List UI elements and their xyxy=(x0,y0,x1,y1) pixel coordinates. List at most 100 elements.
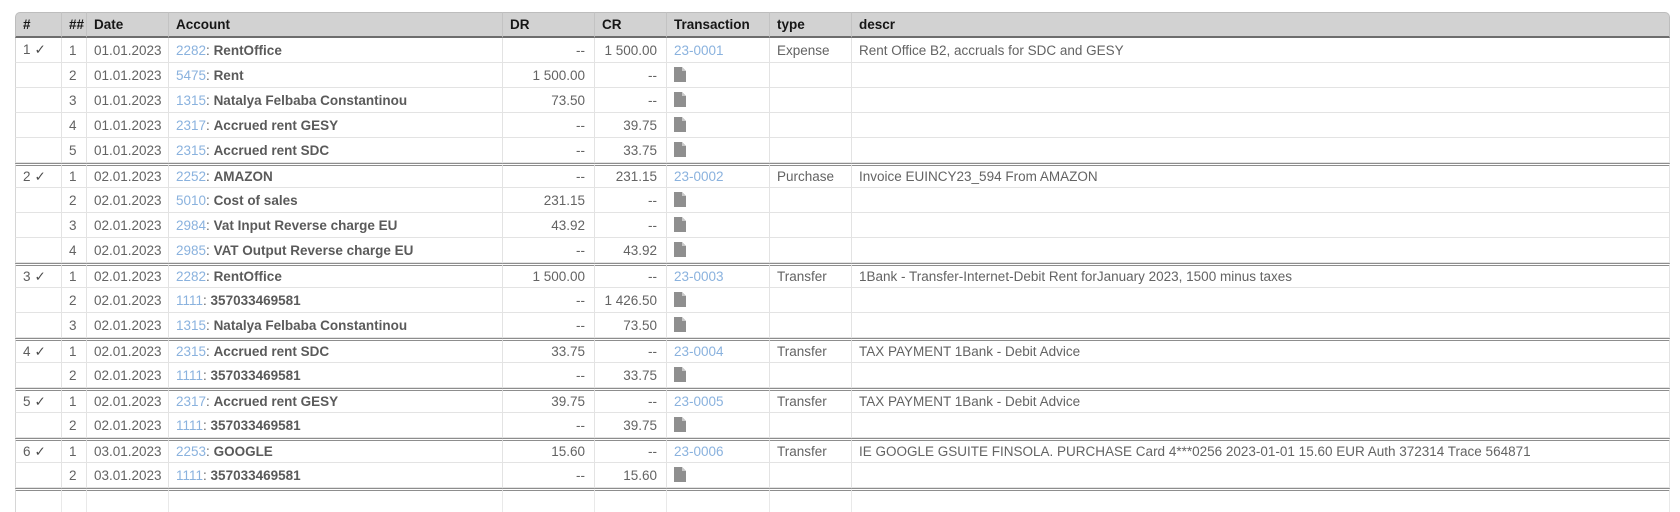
document-icon[interactable] xyxy=(674,242,686,258)
entry-number: 3 xyxy=(23,268,31,284)
transaction-cell xyxy=(667,238,770,263)
cr-cell: 1 500.00 xyxy=(595,38,667,63)
document-icon[interactable] xyxy=(674,92,686,108)
col-header-line: ## xyxy=(62,12,87,38)
journal-row: 2 ✓ 1 02.01.2023 2252: AMAZON -- 231.15 23-0002… xyxy=(15,163,1670,188)
account-number-link[interactable]: 2282 xyxy=(176,42,207,58)
account-number-link[interactable]: 2984 xyxy=(176,217,207,233)
document-icon[interactable] xyxy=(674,142,686,158)
cr-cell: -- xyxy=(595,388,667,413)
entry-number: 4 xyxy=(23,343,31,359)
account-number-link[interactable]: 2282 xyxy=(176,269,207,284)
transaction-link[interactable]: 23-0004 xyxy=(674,344,724,359)
transaction-cell: 23-0003 xyxy=(667,263,770,288)
line-number-cell: 4 xyxy=(62,113,87,138)
col-header-descr: descr xyxy=(852,12,1670,38)
col-header-dr: DR xyxy=(503,12,595,38)
account-number-link[interactable]: 2317 xyxy=(176,394,207,409)
document-icon[interactable] xyxy=(674,467,686,483)
account-cell: 1111: 357033469581 xyxy=(169,288,503,313)
account-number-link[interactable]: 5475 xyxy=(176,67,207,83)
line-number-cell: 4 xyxy=(62,238,87,263)
transaction-link[interactable]: 23-0005 xyxy=(674,394,724,409)
account-cell: 2317: Accrued rent GESY xyxy=(169,388,503,413)
type-cell xyxy=(770,113,852,138)
dr-cell: 1 500.00 xyxy=(503,263,595,288)
account-number-link[interactable]: 1315 xyxy=(176,317,207,333)
col-header-entry: # xyxy=(15,12,62,38)
line-number-cell: 3 xyxy=(62,313,87,338)
journal-row: 3 02.01.2023 1315: Natalya Felbaba Constan… xyxy=(15,313,1670,338)
type-cell: Transfer xyxy=(770,338,852,363)
journal-row: 2 02.01.2023 1111: 357033469581 -- 1 426.50 xyxy=(15,288,1670,313)
transaction-cell xyxy=(667,213,770,238)
account-number-link[interactable]: 1315 xyxy=(176,92,207,108)
descr-cell xyxy=(852,138,1670,163)
account-number-link[interactable]: 5010 xyxy=(176,192,207,208)
account-cell: 2282: RentOffice xyxy=(169,38,503,63)
transaction-link[interactable]: 23-0002 xyxy=(674,169,724,184)
document-icon[interactable] xyxy=(674,192,686,208)
col-header-transaction: Transaction xyxy=(667,12,770,38)
account-name: 357033469581 xyxy=(210,467,301,483)
account-name: VAT Output Reverse charge EU xyxy=(213,242,414,258)
transaction-cell xyxy=(667,63,770,88)
cr-cell: -- xyxy=(595,338,667,363)
transaction-link[interactable]: 23-0006 xyxy=(674,444,724,459)
line-number-cell: 2 xyxy=(62,363,87,388)
line-number-cell: 2 xyxy=(62,288,87,313)
date-cell: 02.01.2023 xyxy=(87,238,169,263)
dr-cell: 39.75 xyxy=(503,388,595,413)
account-cell: 2315: Accrued rent SDC xyxy=(169,338,503,363)
cr-cell: 33.75 xyxy=(595,138,667,163)
line-number-cell: 1 xyxy=(62,38,87,63)
type-cell xyxy=(770,313,852,338)
cr-cell: -- xyxy=(595,88,667,113)
entry-number-cell xyxy=(15,288,62,313)
journal-row: 3 01.01.2023 1315: Natalya Felbaba Constan… xyxy=(15,88,1670,113)
journal-rows: 1 ✓ 1 01.01.2023 2282: RentOffice -- 1 500.00 2… xyxy=(15,38,1670,512)
dr-cell: 73.50 xyxy=(503,88,595,113)
account-number-link[interactable]: 2252 xyxy=(176,169,207,184)
account-number-link[interactable]: 1111 xyxy=(176,417,204,433)
account-number-link[interactable]: 2253 xyxy=(176,444,207,459)
document-icon[interactable] xyxy=(674,117,686,133)
document-icon[interactable] xyxy=(674,367,686,383)
entry-number-cell xyxy=(15,88,62,113)
transaction-link[interactable]: 23-0001 xyxy=(674,42,724,58)
transaction-cell xyxy=(667,288,770,313)
entry-number-cell: 3 ✓ xyxy=(15,263,62,288)
account-name: Natalya Felbaba Constantinou xyxy=(213,92,408,108)
account-number-link[interactable]: 2315 xyxy=(176,142,207,158)
journal-row: 2 02.01.2023 1111: 357033469581 -- 33.75 xyxy=(15,363,1670,388)
document-icon[interactable] xyxy=(674,317,686,333)
account-number-link[interactable]: 2317 xyxy=(176,117,207,133)
document-icon[interactable] xyxy=(674,67,686,83)
descr-cell: TAX PAYMENT 1Bank - Debit Advice xyxy=(852,338,1670,363)
account-number-link[interactable]: 2985 xyxy=(176,242,207,258)
dr-cell: -- xyxy=(503,163,595,188)
entry-number-cell: 4 ✓ xyxy=(15,338,62,363)
account-number-link[interactable]: 1111 xyxy=(176,292,204,308)
document-icon[interactable] xyxy=(674,417,686,433)
journal-row: 6 ✓ 1 03.01.2023 2253: GOOGLE 15.60 -- 23-0006 T… xyxy=(15,438,1670,463)
account-number-link[interactable]: 1111 xyxy=(176,467,204,483)
entry-number: 5 xyxy=(23,393,31,409)
account-number-link[interactable]: 2315 xyxy=(176,344,207,359)
journal-row: 2 03.01.2023 1111: 357033469581 -- 15.60 xyxy=(15,463,1670,488)
entry-number-cell xyxy=(15,138,62,163)
account-name: 357033469581 xyxy=(210,417,301,433)
date-cell: 02.01.2023 xyxy=(87,363,169,388)
type-cell xyxy=(770,463,852,488)
transaction-link[interactable]: 23-0003 xyxy=(674,269,724,284)
transaction-cell xyxy=(667,463,770,488)
transaction-cell: 23-0004 xyxy=(667,338,770,363)
document-icon[interactable] xyxy=(674,292,686,308)
account-number-link[interactable]: 1111 xyxy=(176,367,204,383)
dr-cell: -- xyxy=(503,313,595,338)
dr-cell: 15.60 xyxy=(503,438,595,463)
document-icon[interactable] xyxy=(674,217,686,233)
transaction-cell: 23-0006 xyxy=(667,438,770,463)
entry-number: 2 xyxy=(23,168,31,184)
descr-cell xyxy=(852,238,1670,263)
